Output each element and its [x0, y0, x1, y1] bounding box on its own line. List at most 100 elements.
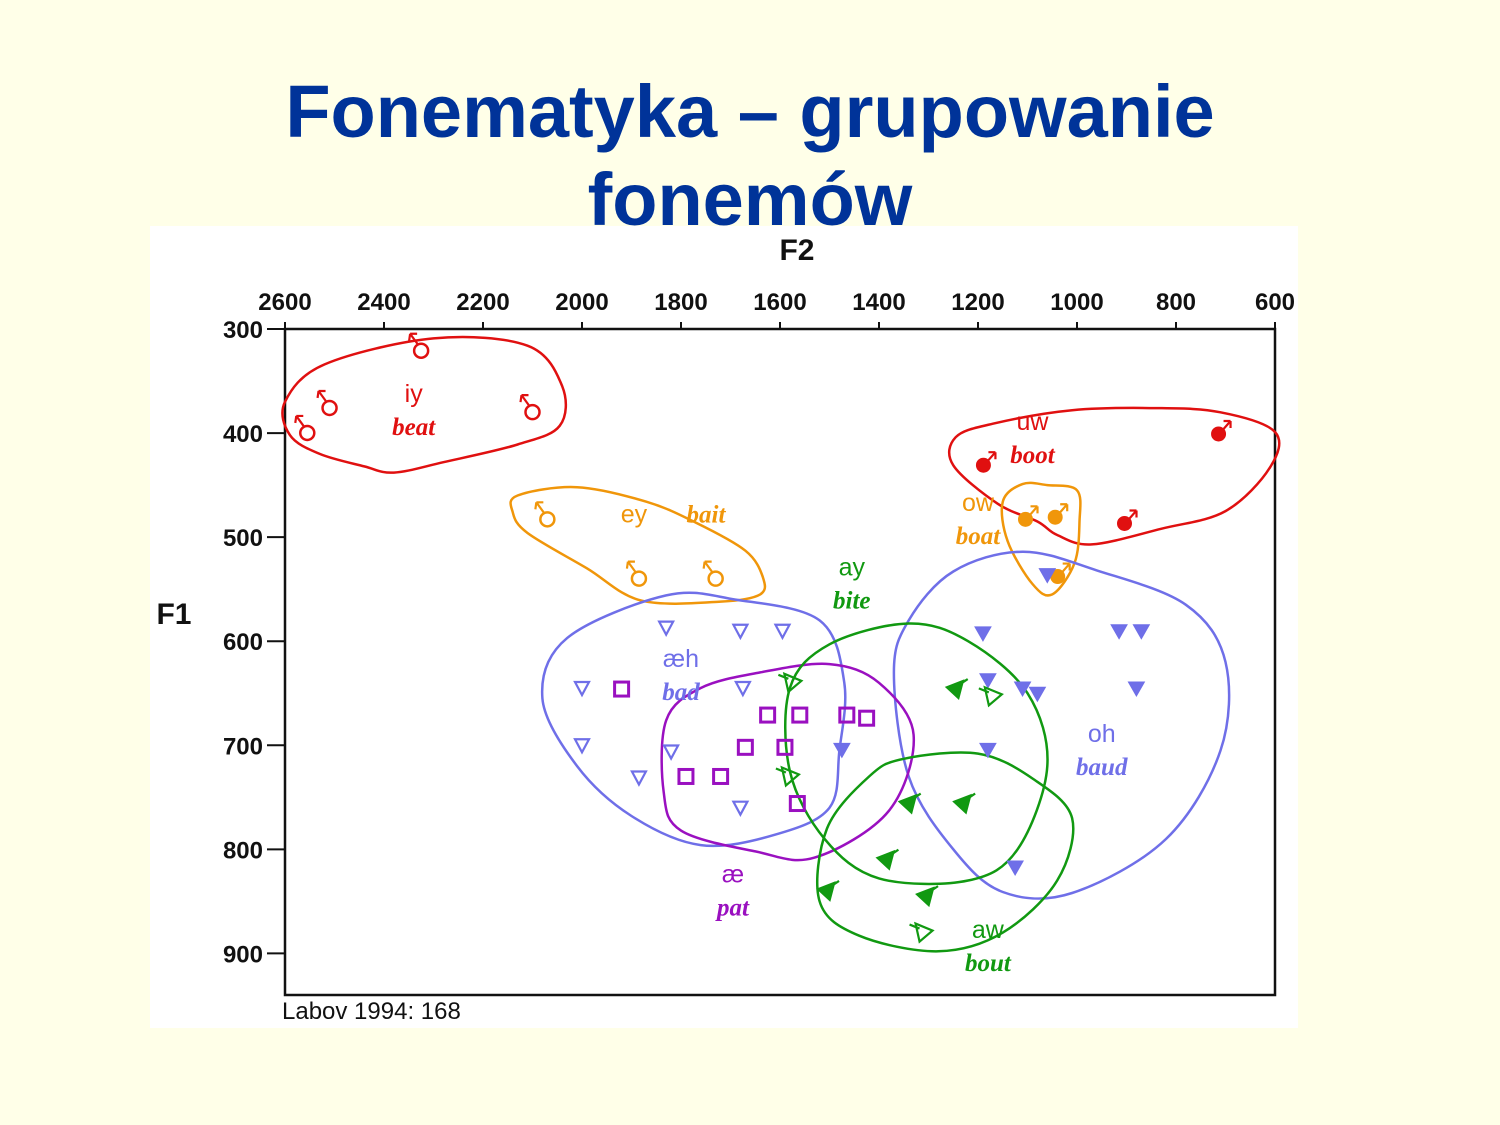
x-tick-label-1600: 1600 — [753, 289, 806, 316]
data-point-aeh-4 — [573, 680, 591, 698]
cluster-outline-aw — [816, 751, 1075, 953]
data-point-ay-2 — [775, 765, 801, 788]
cluster-outline-aeh — [540, 591, 847, 848]
source-note: Labov 1994: 168 — [282, 998, 461, 1025]
x-tick-label-2000: 2000 — [555, 289, 608, 316]
cluster-word-aeh: bad — [662, 679, 700, 706]
cluster-outline-iy — [281, 335, 568, 474]
slide-title-line-1: Fonematyka – grupowanie — [285, 70, 1215, 153]
cluster-label-iy: iy — [405, 380, 424, 408]
cluster-word-iy: beat — [392, 414, 436, 441]
data-point-ae-7 — [776, 738, 794, 756]
y-tick-label-800: 800 — [223, 837, 263, 864]
cluster-word-oh: baud — [1076, 754, 1128, 781]
data-point-iy-4 — [519, 394, 541, 421]
data-point-aeh-9 — [731, 800, 750, 818]
cluster-word-ae: pat — [715, 895, 750, 922]
points-layer — [294, 332, 1232, 944]
y-axis-label: F1 — [156, 598, 191, 631]
cluster-word-ow: boat — [956, 523, 1002, 550]
x-tick-label-2200: 2200 — [456, 289, 509, 316]
cluster-label-ae: æ — [722, 861, 744, 889]
data-point-oh-4 — [1132, 624, 1151, 640]
cluster-label-oh: oh — [1088, 720, 1116, 748]
data-point-oh-3 — [1110, 624, 1128, 640]
cluster-outline-ae — [660, 662, 916, 862]
data-point-ey-1 — [534, 501, 556, 528]
x-tick-label-2400: 2400 — [357, 289, 410, 316]
data-point-iy-3 — [294, 414, 316, 442]
y-tick-label-600: 600 — [223, 629, 263, 656]
data-point-ay-1 — [777, 671, 804, 694]
formant-chart-svg: F2 F1 2600 2400 2200 2000 1800 1600 1400 1200 10… — [156, 234, 1295, 997]
data-point-uw-1 — [975, 451, 997, 473]
data-point-iy-1 — [408, 332, 430, 359]
formant-chart: F2 F1 2600 2400 2200 2000 1800 1600 1400 1200 10… — [150, 226, 1298, 1028]
data-point-oh-11 — [1006, 860, 1024, 877]
data-point-ae-1 — [613, 680, 631, 698]
data-point-aw-4 — [875, 848, 900, 871]
cluster-outline-oh — [892, 550, 1231, 900]
x-axis-label: F2 — [779, 234, 814, 267]
data-point-oh-5 — [979, 673, 997, 689]
data-point-ae-4 — [838, 706, 856, 724]
cluster-label-aeh: æh — [663, 645, 699, 673]
cluster-word-aw: bout — [965, 950, 1012, 977]
data-point-aeh-1 — [657, 620, 675, 637]
data-point-aeh-6 — [573, 738, 591, 755]
data-point-ow-2 — [1047, 503, 1069, 525]
data-point-oh-1 — [1038, 568, 1057, 584]
data-point-aw-3 — [952, 792, 976, 815]
data-point-oh-9 — [979, 742, 997, 759]
x-tick-label-1400: 1400 — [852, 289, 905, 316]
data-point-ow-1 — [1018, 505, 1039, 527]
x-tick-label-600: 600 — [1255, 289, 1295, 316]
data-point-oh-2 — [974, 626, 992, 642]
labels-layer: iy beat uw boot ey bait ow boat æh bad oh baud æ pat a… — [392, 380, 1128, 977]
data-point-aeh-2 — [731, 623, 750, 641]
data-point-ae-9 — [712, 767, 730, 785]
y-tick-label-300: 300 — [223, 317, 263, 344]
slide-title: Fonematyka – grupowanie fonemów — [0, 68, 1500, 244]
data-point-ae-3 — [791, 706, 809, 724]
cluster-label-ay: ay — [839, 554, 866, 582]
cluster-label-ey: ey — [621, 501, 648, 529]
cluster-outline-ay — [784, 622, 1049, 886]
data-point-aeh-5 — [734, 680, 752, 698]
clusters-layer — [281, 335, 1281, 953]
y-tick-label-500: 500 — [223, 525, 263, 552]
cluster-word-ey: bait — [687, 502, 727, 529]
cluster-outline-ey — [509, 485, 767, 605]
data-point-aw-6 — [816, 880, 840, 902]
data-point-aw-5 — [915, 885, 939, 908]
y-tick-label-900: 900 — [223, 941, 263, 968]
cluster-word-ay: bite — [833, 588, 871, 615]
data-point-ay-4 — [909, 921, 935, 944]
data-point-ae-8 — [677, 767, 695, 785]
ticks-layer: 2600 2400 2200 2000 1800 1600 1400 1200 1000 800 6… — [223, 289, 1295, 968]
data-point-iy-2 — [316, 389, 338, 417]
data-point-aeh-3 — [773, 623, 792, 641]
cluster-outline-ow — [1000, 481, 1082, 597]
data-point-ae-10 — [788, 795, 806, 813]
x-tick-label-800: 800 — [1156, 289, 1196, 316]
data-point-oh-10 — [833, 742, 851, 759]
data-point-ae-2 — [759, 706, 777, 724]
cluster-label-ow: ow — [962, 489, 995, 517]
data-point-oh-8 — [1127, 681, 1146, 698]
data-point-aeh-8 — [630, 770, 648, 787]
cluster-word-uw: boot — [1010, 442, 1055, 469]
x-tick-label-1000: 1000 — [1050, 289, 1103, 316]
data-point-ay-3 — [978, 685, 1004, 708]
x-tick-label-2600: 2600 — [258, 289, 311, 316]
data-point-aeh-7 — [662, 744, 680, 761]
y-tick-label-700: 700 — [223, 733, 263, 760]
y-tick-label-400: 400 — [223, 421, 263, 448]
data-point-aw-1 — [944, 678, 969, 700]
data-point-ae-6 — [736, 738, 754, 756]
cluster-label-uw: uw — [1016, 408, 1049, 436]
data-point-oh-6 — [1013, 681, 1032, 698]
cluster-outline-uw — [947, 406, 1281, 546]
data-point-uw-2 — [1117, 509, 1138, 531]
data-point-ae-5 — [858, 709, 876, 727]
